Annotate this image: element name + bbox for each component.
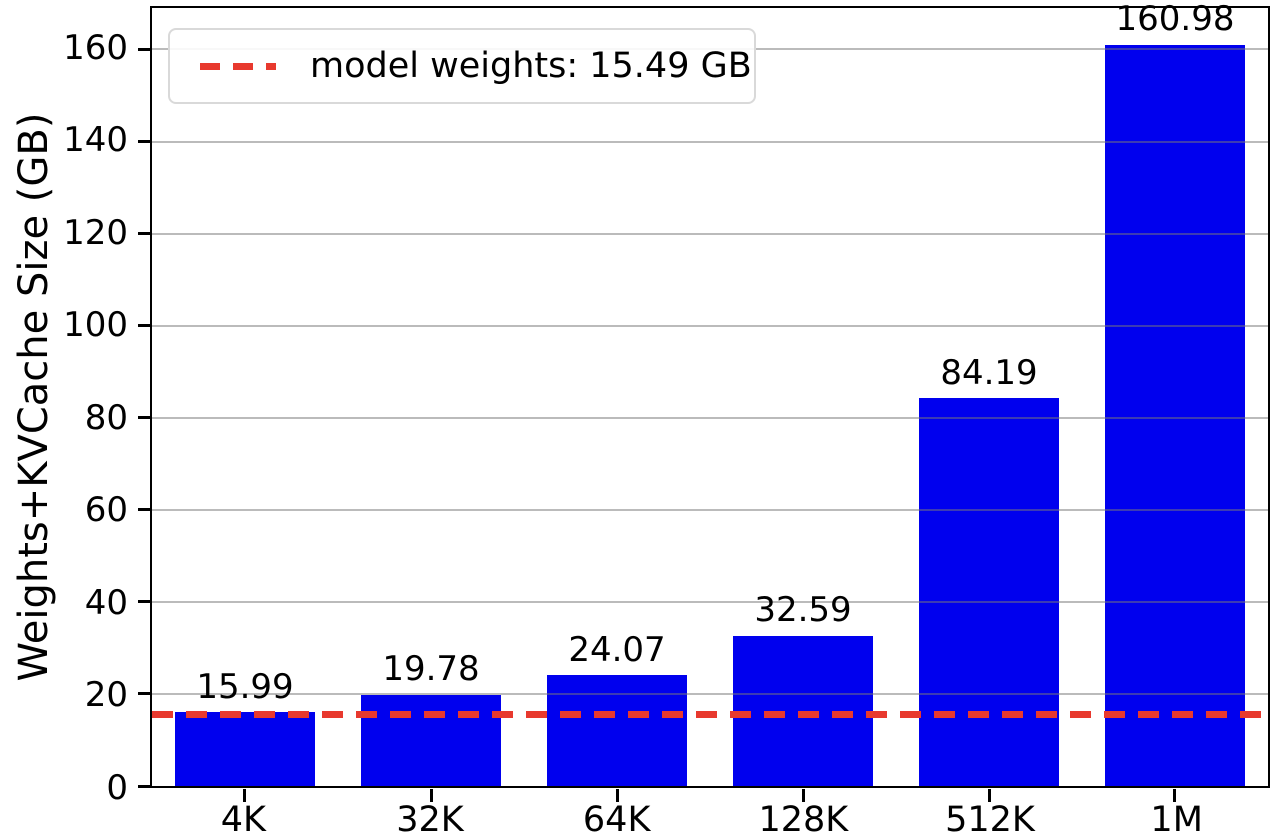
bar-4K [175,712,315,786]
legend: model weights: 15.49 GB [168,28,756,104]
gridline-y-60 [152,508,1268,511]
gridline-y-20 [152,692,1268,695]
gridline-y-80 [152,416,1268,419]
legend-label: model weights: 15.49 GB [310,46,752,86]
y-tick-160 [138,47,150,51]
y-tick-40 [138,600,150,604]
x-tick-label-64K: 64K [582,800,651,836]
bar-value-label-4K: 15.99 [196,666,294,707]
y-tick-80 [138,416,150,420]
x-tick-label-512K: 512K [945,800,1035,836]
y-tick-label-80: 80 [84,397,128,438]
y-tick-140 [138,140,150,144]
plot-area: model weights: 15.49 GB 15.99 19.78 24.07 3… [138,2,1270,802]
bar-value-label-64K: 24.07 [568,629,666,670]
y-tick-label-40: 40 [84,582,128,623]
legend-dashed-line-icon [200,62,276,70]
y-tick-label-60: 60 [84,490,128,531]
bar-128K [733,635,873,786]
bar-32K [361,694,501,786]
gridline-y-100 [152,324,1268,327]
y-tick-label-100: 100 [63,305,128,346]
y-tick-label-20: 20 [84,675,128,716]
x-tick-32K [429,789,433,802]
x-tick-label-4K: 4K [220,800,266,836]
y-tick-label-140: 140 [63,120,128,161]
bar-512K [919,398,1059,786]
x-tick-label-128K: 128K [758,800,849,836]
x-tick-4K [243,789,247,802]
bar-64K [547,675,687,786]
y-tick-label-120: 120 [63,212,128,253]
gridline-y-120 [152,232,1268,235]
bar-value-label-128K: 32.59 [754,590,852,631]
bar-value-label-32K: 19.78 [382,649,480,690]
y-tick-100 [138,324,150,328]
y-tick-0 [138,784,150,788]
y-tick-label-160: 160 [63,27,128,68]
y-tick-20 [138,692,150,696]
bar-value-label-512K: 84.19 [940,352,1038,393]
x-tick-1M [1173,789,1177,802]
bar-1M [1105,44,1245,786]
y-tick-120 [138,232,150,236]
x-tick-128K [801,789,805,802]
y-tick-label-0: 0 [106,768,128,808]
x-tick-label-32K: 32K [396,800,464,836]
x-tick-label-1M: 1M [1150,800,1203,836]
model-weights-reference-line [152,711,1268,719]
bar-value-label-1M: 160.98 [1115,0,1235,40]
y-tick-60 [138,508,150,512]
x-tick-512K [987,789,991,802]
gridline-y-140 [152,140,1268,143]
gridline-y-40 [152,600,1268,603]
x-tick-64K [615,789,619,802]
